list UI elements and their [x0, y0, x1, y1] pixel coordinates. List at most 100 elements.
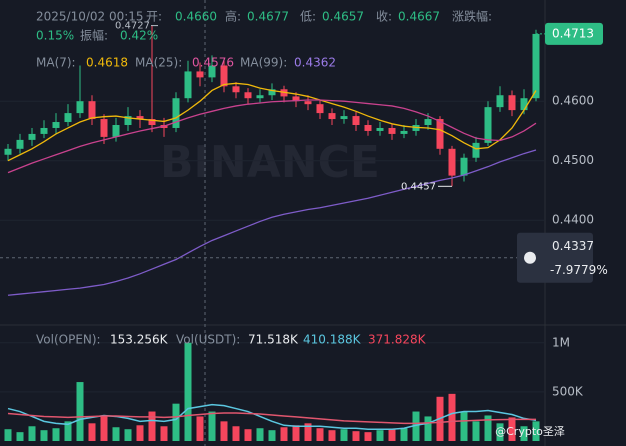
candle-body — [124, 116, 132, 125]
volume-bar — [148, 411, 156, 441]
candle-body — [208, 65, 216, 78]
volume-bar — [52, 428, 60, 441]
candle-body — [196, 71, 204, 78]
candle-body — [172, 98, 180, 128]
volume-bar — [184, 342, 192, 441]
vol-name: Vol(OPEN): — [36, 333, 101, 347]
candle-body — [148, 119, 156, 125]
vol-ma1: 410.188K — [303, 333, 362, 347]
volume-bar — [112, 427, 120, 441]
candle-body — [508, 95, 516, 111]
crosshair-pct: -7.9779% — [550, 263, 608, 277]
open-label: 开: — [146, 10, 162, 24]
amp-label: 振幅: — [80, 28, 108, 43]
change-label: 涨跌幅: — [452, 9, 492, 24]
volume-ma-line — [7, 412, 536, 425]
candle-body — [40, 127, 48, 134]
ma-value: 0.4618 — [86, 56, 128, 70]
volume-bar — [16, 432, 24, 441]
candle-body — [292, 96, 300, 102]
candle-body — [364, 125, 372, 131]
y-tick-label: 0.4600 — [552, 94, 594, 108]
date: 2025/10/02 00:15 — [36, 10, 144, 24]
candle-body — [352, 116, 360, 125]
watermark: BINANCE — [160, 137, 380, 188]
candle-body — [316, 104, 324, 114]
volume-bar — [232, 426, 240, 441]
low: 0.4657 — [322, 10, 364, 24]
header: 2025/10/02 00:15 开: 0.4660 高: 0.4677 低: … — [36, 9, 565, 439]
add-button[interactable] — [524, 251, 536, 264]
ma-name: MA(7): — [36, 56, 76, 70]
volume-bar — [460, 411, 468, 441]
candle-body — [532, 33, 540, 99]
volume-bar — [88, 423, 96, 441]
candle-body — [16, 139, 24, 149]
ma-value: 0.4576 — [192, 56, 234, 70]
volume-bar — [196, 416, 204, 441]
volume-bar — [496, 423, 504, 441]
candle-body — [136, 116, 144, 120]
volume-bar — [160, 426, 168, 441]
candle-body — [112, 125, 120, 137]
volume-bar — [124, 429, 132, 441]
candle-body — [472, 142, 480, 158]
volume-bar — [316, 428, 324, 441]
candle-body — [28, 133, 36, 140]
y-tick-label: 0.4400 — [552, 213, 594, 227]
volume-bar — [508, 417, 516, 441]
close-label: 收: — [376, 10, 392, 24]
volume-bar — [100, 416, 108, 441]
vol-usdt: 71.518K — [248, 333, 299, 347]
volume-bar — [244, 429, 252, 441]
candle-body — [460, 157, 468, 176]
volume-bar — [400, 428, 408, 441]
candle-body — [424, 119, 432, 125]
candle-body — [268, 89, 276, 96]
candle-body — [232, 86, 240, 93]
ma-line — [7, 82, 537, 162]
volume-bar — [328, 430, 336, 441]
y-tick-label: 1M — [552, 335, 570, 349]
volume-bar — [388, 429, 396, 441]
low-label: 低: — [300, 10, 316, 24]
volume-bar — [532, 421, 540, 441]
y-tick-label: 0.4500 — [552, 153, 594, 167]
candle-body — [484, 107, 492, 143]
low-annotation: 0.4457 — [401, 181, 436, 192]
candle-body — [244, 92, 252, 99]
vol-ma2: 371.828K — [368, 333, 427, 347]
vol-open: 153.256K — [110, 333, 169, 347]
high-label: 高: — [225, 9, 241, 24]
volume-bar — [28, 426, 36, 441]
candle-body — [256, 95, 264, 99]
volume-bar — [340, 429, 348, 441]
candle-body — [184, 71, 192, 99]
volume-bar — [424, 416, 432, 441]
volume-bar — [136, 425, 144, 441]
candle-body — [448, 148, 456, 176]
open: 0.4660 — [175, 10, 217, 24]
ma-name: MA(99): — [240, 56, 287, 70]
volume-bar — [364, 432, 372, 441]
candle-body — [340, 116, 348, 120]
volume-bar — [448, 393, 456, 441]
volume-bar — [256, 428, 264, 441]
ma-name: MA(25): — [135, 56, 182, 70]
candle-body — [328, 113, 336, 120]
ma-value: 0.4362 — [294, 56, 336, 70]
ma-line — [7, 149, 537, 296]
candle-body — [400, 130, 408, 134]
price-tag-label: 0.4713 — [552, 26, 594, 40]
amp: 0.42% — [120, 29, 158, 43]
volume-bar — [268, 430, 276, 441]
volume-bar — [40, 430, 48, 441]
volume-bar — [412, 411, 420, 441]
volume-bar — [220, 421, 228, 441]
volume-bar — [64, 421, 72, 441]
volume-bar — [208, 411, 216, 441]
volume-bar — [76, 382, 84, 441]
candle-body — [220, 65, 228, 87]
crosshair-box — [517, 232, 593, 283]
